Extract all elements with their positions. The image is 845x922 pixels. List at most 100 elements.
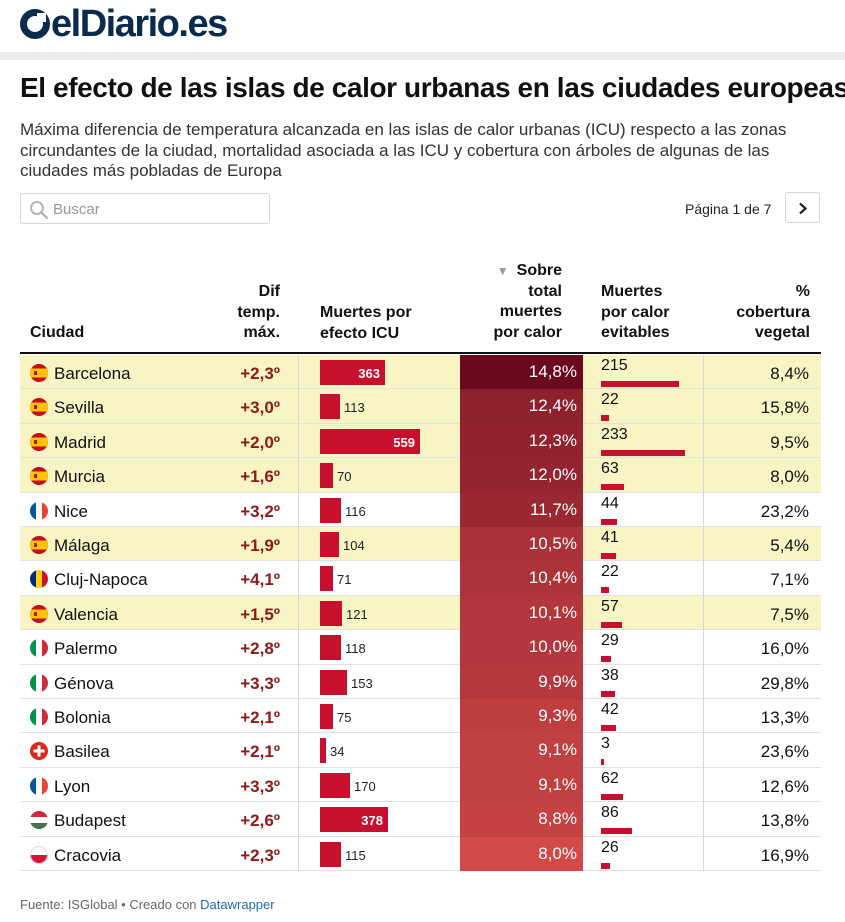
column-divider [703,355,704,871]
table-row[interactable]: Cracovia +2,3º 115 8,0% 26 16,9% [20,836,821,871]
temp-difference: +2,1º [240,708,280,727]
italy-flag-icon [30,673,48,692]
search-box[interactable]: Buscar [20,193,270,224]
table-row[interactable]: Málaga +1,9º 104 10,5% 41 5,4% [20,527,821,562]
header-coverage-line: vegetal [754,324,810,341]
heat-deaths-share: 12,4% [460,389,583,424]
city-name: Valencia [54,604,118,624]
icu-deaths-label: 153 [351,675,373,691]
header-coverage[interactable]: % cobertura vegetal [700,282,810,344]
next-page-button[interactable] [785,192,820,223]
heat-deaths-share: 10,0% [460,630,583,665]
icu-deaths-bar [320,497,341,523]
header-share-line: muertes [499,303,562,320]
city-name: Málaga [54,536,110,555]
vegetation-coverage: 16,0% [760,639,809,659]
table-row[interactable]: Bolonia +2,1º 75 9,3% 42 13,3% [20,699,821,734]
heat-deaths-share: 8,0% [460,836,583,871]
avoidable-deaths-value: 38 [601,666,619,684]
city-name: Bolonia [54,708,111,727]
romania-flag-icon [30,570,48,589]
table-row[interactable]: Génova +3,3º 153 9,9% 38 29,8% [20,664,821,699]
icu-deaths-bar [320,635,341,661]
sort-desc-icon: ▼ [496,264,509,278]
temp-difference: +2,0º [240,432,280,452]
table-row[interactable]: Nice +3,2º 116 11,7% 44 23,2% [20,492,821,527]
avoidable-deaths-bar [601,759,604,766]
table-row[interactable]: Madrid +2,0º 559 12,3% 233 9,5% [20,423,821,459]
vegetation-coverage: 7,1% [770,570,809,590]
vegetation-coverage: 15,8% [760,398,809,418]
header-city[interactable]: Ciudad [30,323,84,344]
header-avoidable[interactable]: Muertes por calor evitables [601,282,669,344]
avoidable-deaths-bar [601,553,616,559]
header-deaths-line: Muertes por [320,304,412,321]
icu-deaths-label: 116 [345,503,366,519]
city-name: Lyon [54,776,91,796]
avoidable-deaths-value: 215 [601,357,628,374]
avoidable-deaths-bar [601,862,610,869]
icu-deaths-bar [320,807,388,833]
header-share[interactable]: ▼ Sobre total muertes por calor [470,261,562,343]
france-flag-icon [30,776,48,795]
brand-logo[interactable]: elDiario.es [20,4,228,44]
header-avoidable-line: Muertes [601,283,663,300]
icu-deaths-bar [320,841,341,867]
table-row[interactable]: Palermo +2,8º 118 10,0% 29 16,0% [20,630,821,665]
header-coverage-line: % [795,283,810,300]
heat-deaths-share: 14,8% [460,355,583,390]
table-row[interactable]: Cluj-Napoca +4,1º 71 10,4% 22 7,1% [20,561,821,596]
chart-footer: Fuente: ISGlobal • Creado con Datawrappe… [20,897,275,912]
city-name: Barcelona [54,364,131,383]
temp-difference: +2,3º [240,845,280,865]
avoidable-deaths-value: 86 [601,804,619,822]
search-input[interactable]: Buscar [53,201,100,218]
table-row[interactable]: Lyon +3,3º 170 9,1% 62 12,6% [20,767,821,803]
spain-flag-icon [30,604,48,623]
poland-flag-icon [30,845,48,864]
icu-deaths-label: 34 [330,744,345,760]
table-row[interactable]: Budapest +2,6º 378 8,8% 86 13,8% [20,802,821,837]
heat-deaths-share: 10,5% [460,527,583,562]
icu-deaths-bar [320,463,333,489]
table-row[interactable]: Sevilla +3,0º 113 12,4% 22 15,8% [20,389,821,424]
vegetation-coverage: 29,8% [760,673,809,693]
italy-flag-icon [30,708,48,726]
header-rule [20,352,821,354]
heat-deaths-share: 11,7% [460,492,583,527]
icu-deaths-label: 378 [361,813,383,829]
heat-deaths-share: 9,9% [460,664,583,699]
temp-difference: +2,1º [240,742,280,762]
icu-deaths-label: 363 [358,366,380,381]
header-dif-line: máx. [243,324,280,341]
spain-flag-icon [30,398,48,417]
vegetation-coverage: 9,5% [770,432,809,452]
city-name: Basilea [54,742,110,762]
icu-deaths-bar [320,704,333,729]
icu-deaths-label: 118 [345,641,366,657]
table-row[interactable]: Murcia +1,6º 70 12,0% 63 8,0% [20,458,821,493]
heat-deaths-share: 9,1% [460,767,583,803]
temp-difference: +2,8º [240,639,280,659]
temp-difference: +1,6º [240,467,280,487]
avoidable-deaths-value: 29 [601,632,619,650]
vegetation-coverage: 23,2% [760,501,809,521]
table-row[interactable]: Basilea +2,1º 34 9,1% 3 23,6% [20,733,821,768]
heat-deaths-share: 9,1% [460,733,583,768]
datawrapper-link[interactable]: Datawrapper [200,897,275,912]
header-deaths[interactable]: Muertes por efecto ICU [320,303,412,344]
city-name: Cluj-Napoca [54,570,148,590]
header-dif[interactable]: Dif temp. máx. [200,282,280,344]
chevron-right-icon [799,202,808,215]
spain-flag-icon [30,467,48,486]
avoidable-deaths-value: 26 [601,838,619,856]
table-row[interactable]: Barcelona +2,3º 363 14,8% 215 8,4% [20,355,821,390]
icu-deaths-bar [320,428,420,454]
icu-deaths-label: 559 [393,434,415,450]
temp-difference: +2,6º [240,811,280,831]
table-row[interactable]: Valencia +1,5º 121 10,1% 57 7,5% [20,595,821,631]
temp-difference: +1,9º [240,536,280,555]
vegetation-coverage: 23,6% [760,742,809,762]
icu-deaths-label: 104 [343,538,365,553]
city-name: Génova [54,673,114,693]
